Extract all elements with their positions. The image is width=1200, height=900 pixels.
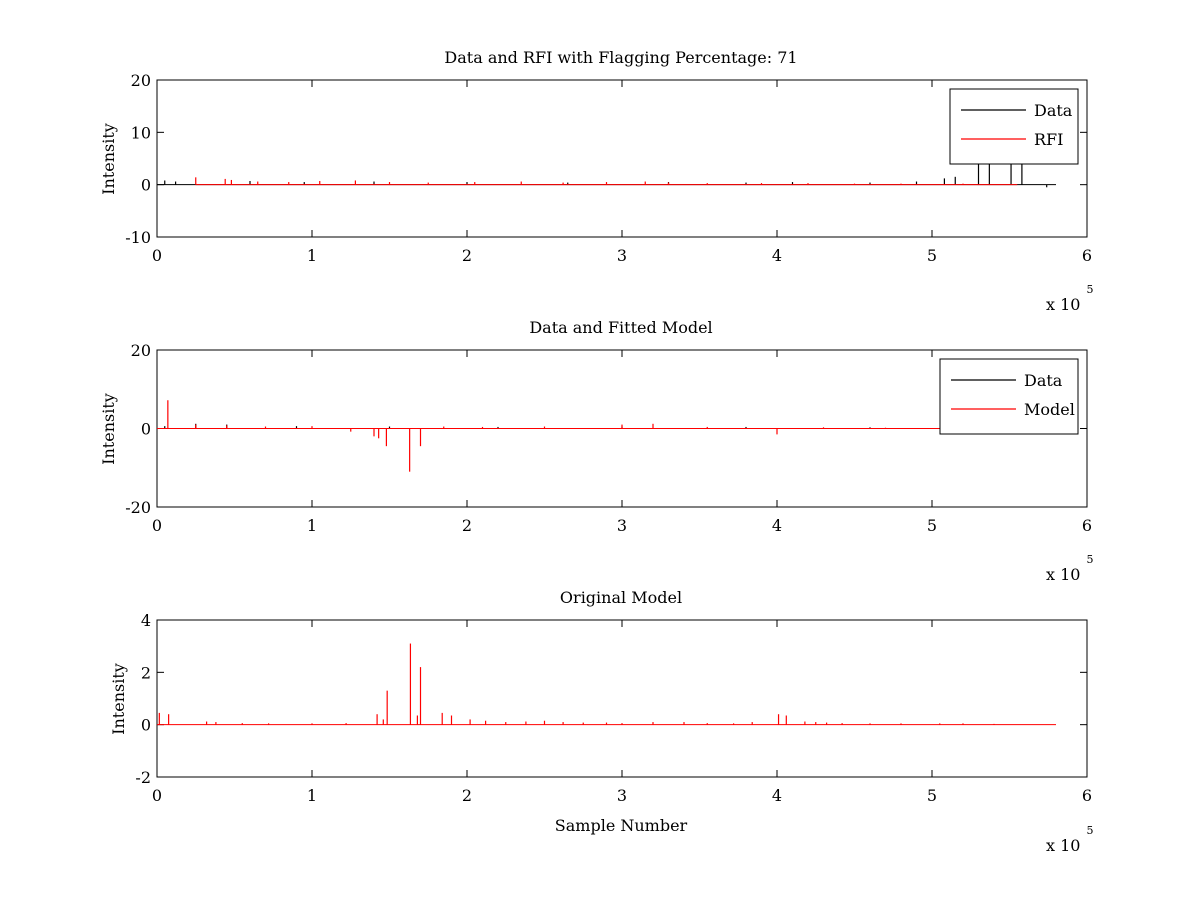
subplot-title: Original Model (560, 588, 682, 607)
x-tick-label: 3 (617, 516, 627, 535)
y-tick-label: 20 (131, 71, 151, 90)
legend-label: Model (1024, 400, 1075, 419)
legend-box (949, 88, 1079, 165)
y-tick-label: -20 (125, 498, 151, 517)
x-tick-label: 2 (462, 516, 472, 535)
x-tick-label: 4 (772, 786, 782, 805)
y-tick-label: 20 (131, 341, 151, 360)
y-tick-label: -2 (135, 768, 151, 787)
subplot-title: Data and RFI with Flagging Percentage: 7… (444, 48, 797, 67)
y-tick-label: 4 (141, 611, 151, 630)
x-tick-label: 6 (1082, 786, 1092, 805)
series-model (157, 400, 1018, 472)
subplot-data-and-fitted-model: Data and Fitted Model Intensity x 105 0 1… (99, 318, 1093, 584)
subplot-data-and-rfi: Data and RFI with Flagging Percentage: 7… (99, 48, 1093, 314)
x-tick-label: 5 (927, 786, 937, 805)
x-tick-label: 5 (927, 246, 937, 265)
x-axis-exponent: x 105 (1046, 283, 1093, 314)
legend-box (939, 358, 1079, 435)
y-tick-label: 0 (141, 420, 151, 439)
plot-area-frame (156, 619, 1088, 778)
legend: Data RFI (949, 88, 1079, 165)
series-rfi (195, 177, 1018, 186)
x-tick-label: 1 (307, 786, 317, 805)
x-tick-label: 0 (152, 516, 162, 535)
x-tick-label: 0 (152, 786, 162, 805)
plot-area-frame (156, 79, 1088, 238)
y-axis-label: Intensity (99, 393, 118, 465)
x-tick-label: 5 (927, 516, 937, 535)
x-tick-label: 0 (152, 246, 162, 265)
x-tick-label: 3 (617, 246, 627, 265)
x-tick-label: 1 (307, 516, 317, 535)
legend-label: Data (1024, 371, 1063, 390)
series-line (157, 643, 1056, 726)
legend-label: Data (1034, 101, 1073, 120)
x-tick-label: 2 (462, 786, 472, 805)
x-axis-label: Sample Number (555, 816, 688, 835)
x-tick-label: 2 (462, 246, 472, 265)
x-axis-exponent: x 105 (1046, 553, 1093, 584)
y-axis-label: Intensity (99, 123, 118, 195)
legend: Data Model (939, 358, 1079, 435)
y-tick-label: 0 (141, 176, 151, 195)
subplot-original-model: Original Model Intensity Sample Number x… (109, 588, 1093, 855)
x-axis-exponent: x 105 (1046, 824, 1093, 855)
y-axis-label: Intensity (109, 663, 128, 735)
legend-label: RFI (1034, 130, 1063, 149)
y-tick-label: 2 (141, 663, 151, 682)
x-tick-label: 6 (1082, 246, 1092, 265)
x-tick-label: 3 (617, 786, 627, 805)
x-tick-label: 4 (772, 246, 782, 265)
x-tick-label: 6 (1082, 516, 1092, 535)
x-tick-label: 1 (307, 246, 317, 265)
x-tick-label: 4 (772, 516, 782, 535)
y-tick-label: -10 (125, 228, 151, 247)
y-tick-label: 10 (131, 123, 151, 142)
y-tick-label: 0 (141, 716, 151, 735)
subplot-title: Data and Fitted Model (529, 318, 712, 337)
